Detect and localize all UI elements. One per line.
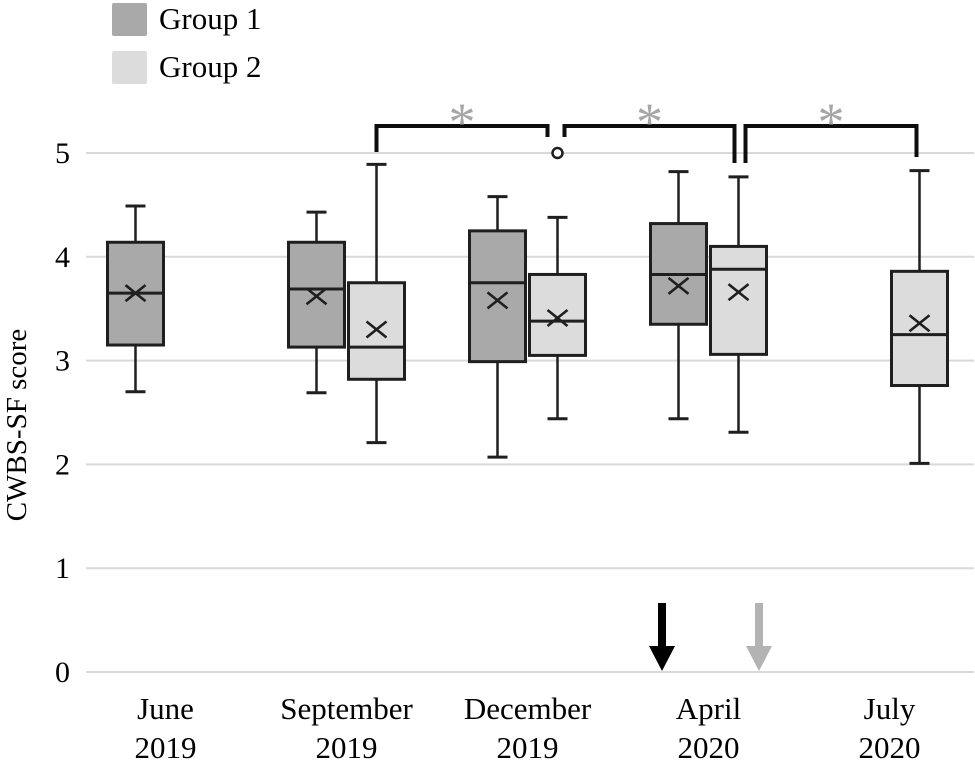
- x-category-label-year: 2019: [316, 730, 378, 765]
- gray-arrow: [746, 646, 772, 671]
- x-category-label-year: 2020: [678, 730, 740, 765]
- mean-marker-group1-june-2019: [124, 284, 147, 303]
- legend-label-group1: Group 1: [159, 1, 262, 36]
- x-category-label-year: 2019: [135, 730, 197, 765]
- x-category-label-year: 2019: [497, 730, 559, 765]
- outlier-marker-group2-december-2019: [551, 146, 564, 160]
- y-axis-title: CWBS-SF score: [1, 329, 33, 522]
- mean-marker-group2-april-2020: [727, 283, 750, 302]
- x-category-label: April: [676, 691, 741, 726]
- box-group2-april-2020: [709, 244, 768, 356]
- y-tick-label-3: 3: [55, 345, 70, 378]
- legend-item-group2: Group 2: [112, 50, 261, 84]
- group1-swatch: [112, 2, 147, 36]
- y-tick-label-2: 2: [55, 448, 70, 481]
- x-category-label-year: 2020: [859, 730, 921, 765]
- gray-arrow-shaft: [755, 603, 763, 648]
- mean-marker-group2-december-2019: [546, 309, 569, 328]
- black-arrow-shaft: [658, 603, 666, 648]
- y-tick-label-1: 1: [55, 552, 70, 585]
- y-tick-label-4: 4: [55, 241, 70, 274]
- significance-asterisk: *: [636, 92, 663, 152]
- mean-marker-group1-september-2019: [305, 287, 328, 306]
- mean-marker-group2-september-2019: [365, 320, 388, 339]
- x-category-label: September: [280, 691, 413, 726]
- y-tick-label-0: 0: [55, 656, 70, 689]
- mean-marker-group1-december-2019: [486, 291, 509, 310]
- x-category-label: December: [464, 691, 592, 726]
- box-group2-july-2020: [890, 269, 949, 388]
- legend-label-group2: Group 2: [159, 49, 262, 84]
- significance-asterisk: *: [449, 92, 476, 152]
- significance-asterisk: *: [818, 92, 845, 152]
- box-group2-december-2019: [528, 272, 587, 357]
- legend-item-group1: Group 1: [112, 2, 261, 36]
- legend: Group 1 Group 2: [112, 2, 261, 84]
- x-category-label: July: [864, 691, 916, 726]
- box-group1-december-2019: [468, 229, 527, 364]
- x-category-label: June: [137, 691, 194, 726]
- mean-marker-group1-april-2020: [667, 276, 690, 295]
- group2-swatch: [112, 50, 147, 84]
- y-tick-label-5: 5: [55, 137, 70, 170]
- mean-marker-group2-july-2020: [908, 314, 931, 333]
- black-arrow: [649, 646, 675, 671]
